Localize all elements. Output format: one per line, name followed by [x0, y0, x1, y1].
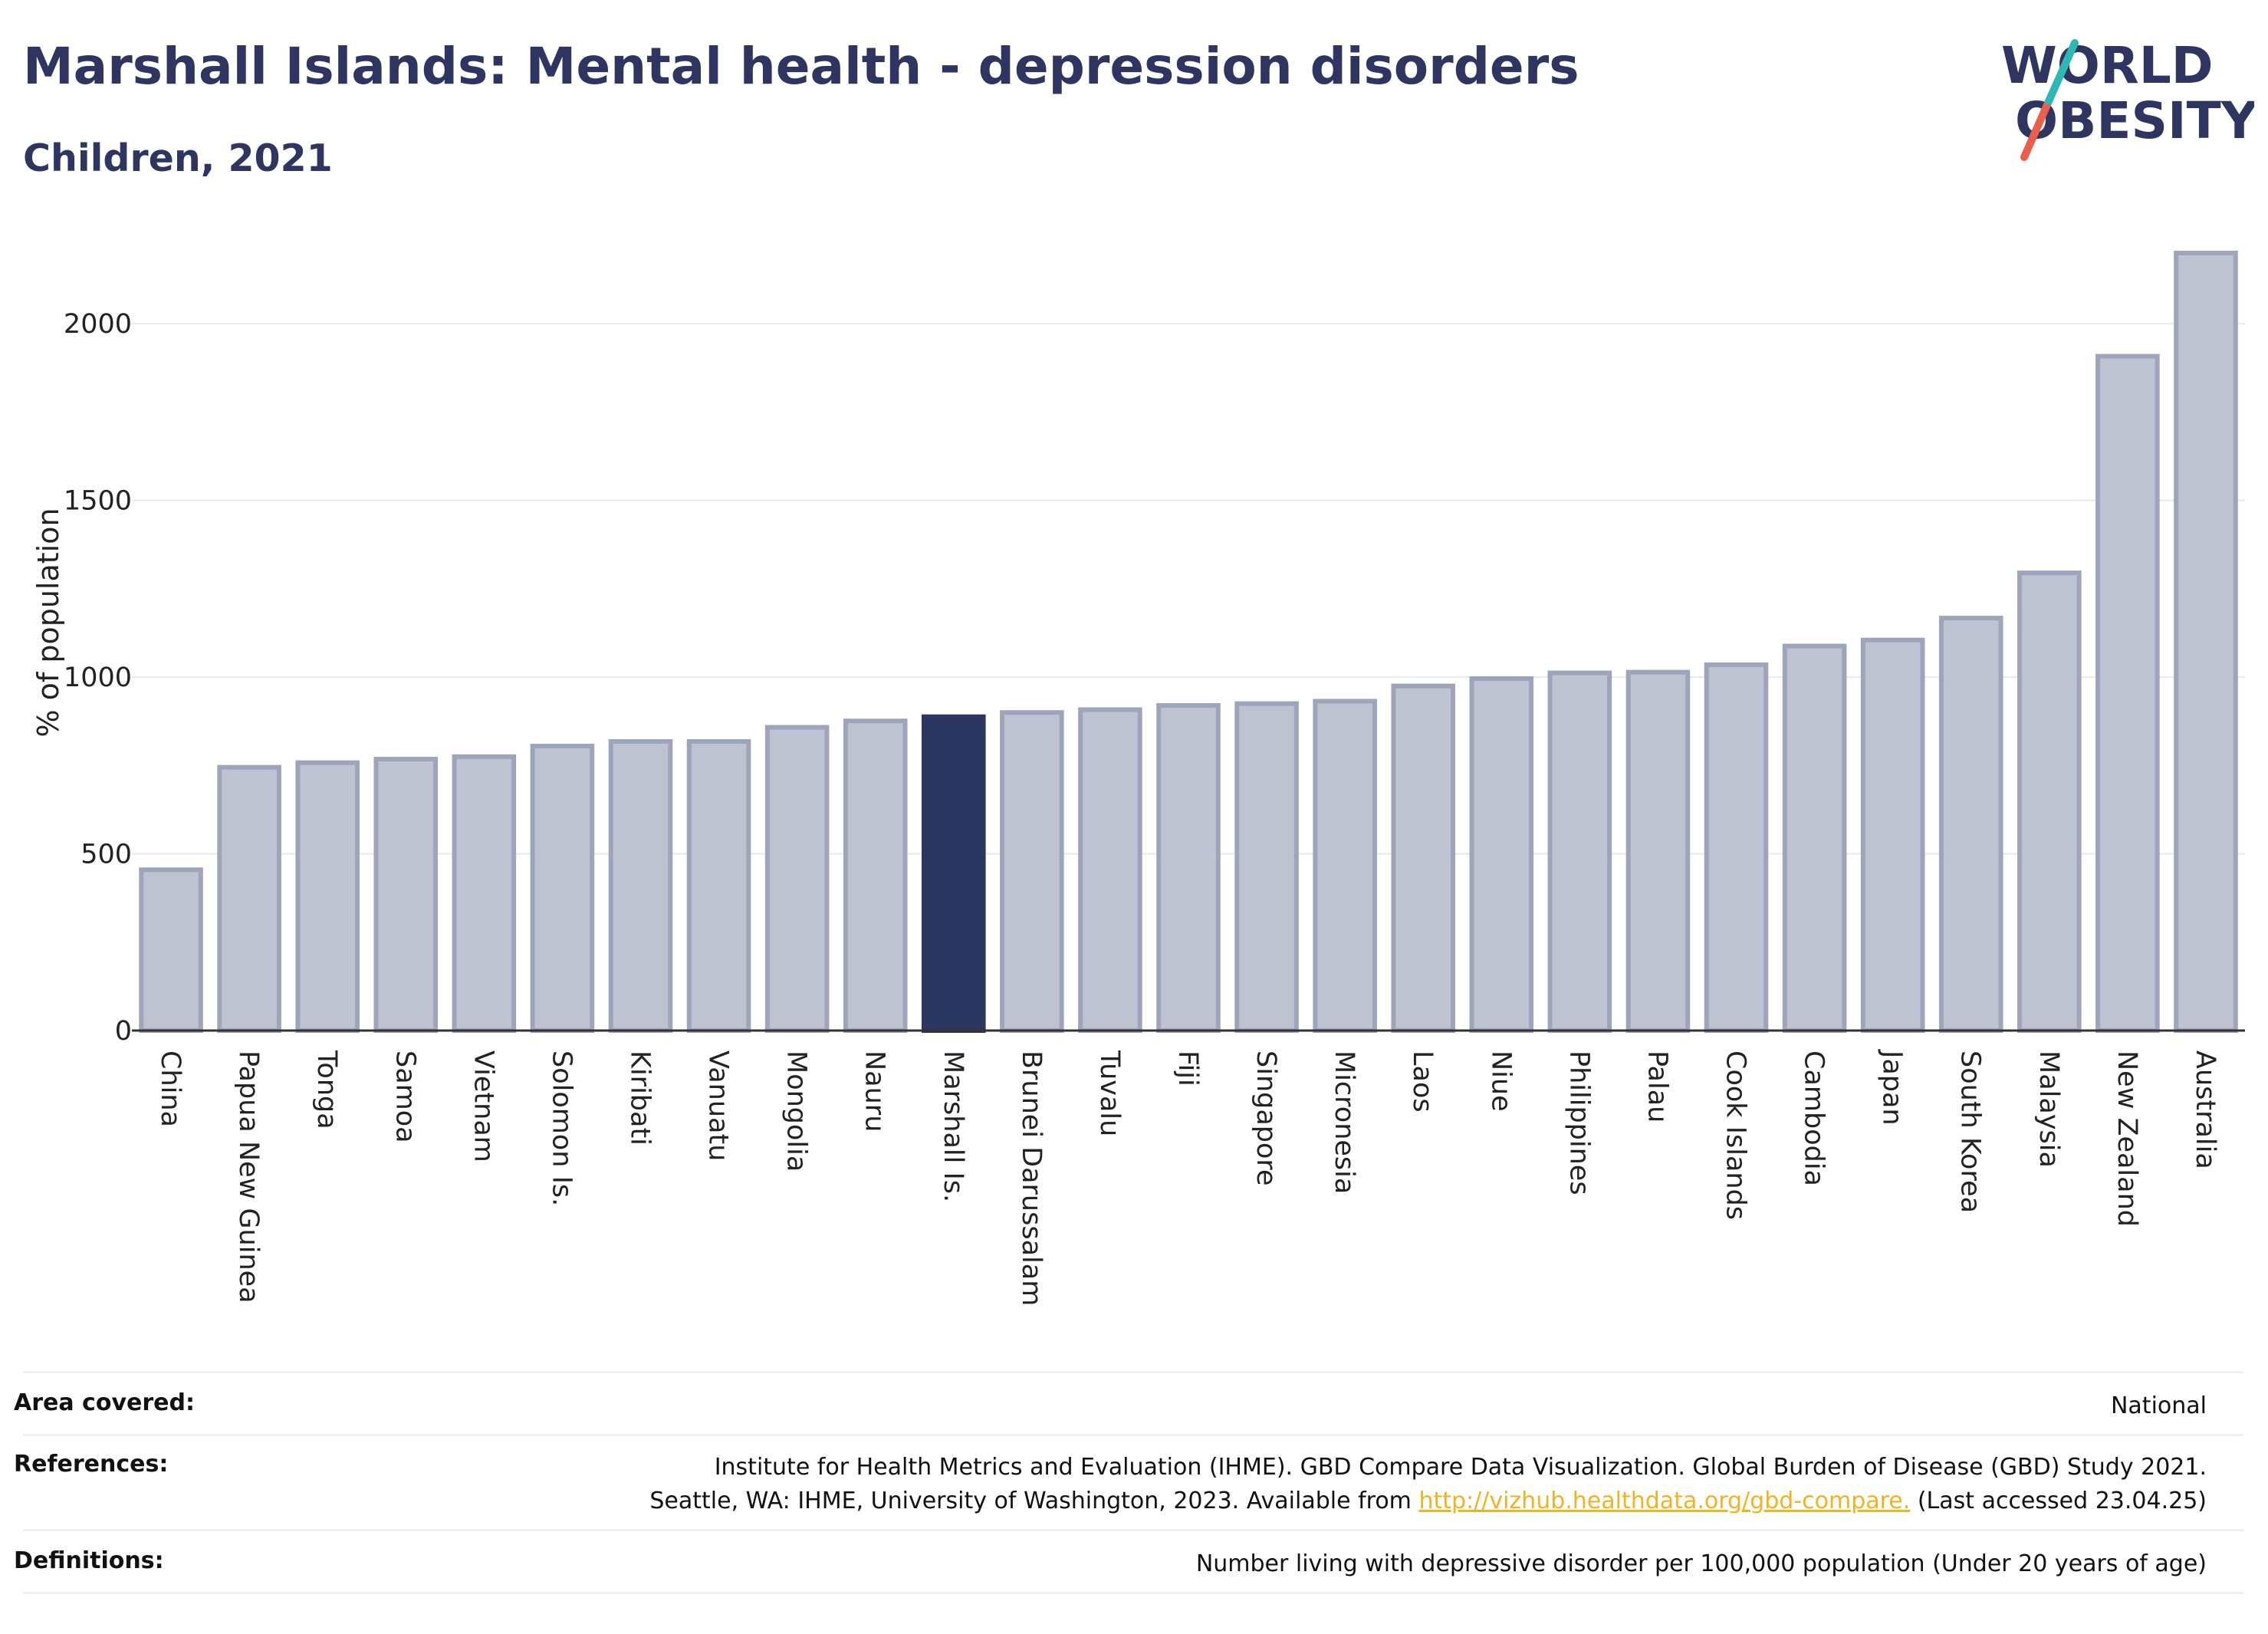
bar-palau: [1625, 669, 1691, 1033]
references-label: References:: [14, 1451, 169, 1478]
references-value: Institute for Health Metrics and Evaluat…: [649, 1451, 2207, 1518]
y-tick-label: 1500: [64, 486, 132, 517]
x-tick-label: Mongolia: [781, 1050, 812, 1172]
x-axis-labels: China Papua New Guinea Tonga Samoa Vietnam So…: [155, 1049, 2220, 1306]
info-divider-1: [23, 1434, 2243, 1436]
y-axis-ticks: 0 500 1000 1500 2000: [64, 309, 132, 1047]
definitions-value: Number living with depressive disorder p…: [1195, 1550, 2207, 1577]
chart-bars: [139, 251, 2238, 1034]
x-tick-label: Samoa: [390, 1050, 420, 1143]
page-title: Marshall Islands: Mental health - depres…: [23, 37, 1579, 96]
x-tick-label: Philippines: [1563, 1050, 1594, 1195]
bar-china: [139, 867, 203, 1034]
x-tick-label: South Korea: [1955, 1050, 1986, 1213]
svg-text:OBESITY: OBESITY: [2015, 91, 2254, 150]
y-tick-label: 1000: [64, 662, 132, 693]
x-tick-label: Laos: [1407, 1050, 1438, 1113]
x-tick-label: Marshall Is.: [938, 1050, 968, 1202]
bar-laos: [1391, 683, 1456, 1033]
world-obesity-logo: WORLD OBESITY: [2001, 38, 2254, 161]
info-divider-top: [23, 1371, 2243, 1373]
bar-niue: [1469, 676, 1534, 1034]
x-tick-label: Cambodia: [1799, 1050, 1829, 1186]
bar-chart: 0 500 1000 1500 2000 China Papua New Guinea To…: [31, 251, 2245, 1306]
bar-vietnam: [452, 754, 517, 1034]
x-tick-label: Australia: [2190, 1050, 2220, 1169]
bar-fiji: [1156, 702, 1221, 1033]
svg-text:WORLD: WORLD: [2001, 38, 2214, 95]
page-subtitle: Children, 2021: [23, 136, 333, 180]
references-line-1: Institute for Health Metrics and Evaluat…: [714, 1454, 2207, 1481]
info-divider-2: [23, 1529, 2243, 1531]
bar-new-zealand: [2095, 353, 2160, 1033]
definitions-label: Definitions:: [14, 1547, 164, 1574]
bar-australia: [2174, 251, 2238, 1033]
bar-japan: [1860, 637, 1925, 1033]
bar-tonga: [295, 760, 360, 1033]
references-link[interactable]: http://vizhub.healthdata.org/gbd-compare…: [1418, 1488, 1911, 1514]
x-tick-label: Tonga: [311, 1050, 342, 1129]
x-tick-label: Kiribati: [624, 1050, 655, 1146]
bar-malaysia: [2017, 570, 2082, 1033]
x-tick-label: Japan: [1877, 1049, 1908, 1126]
x-tick-label: Palau: [1642, 1050, 1672, 1123]
bar-cook-islands: [1704, 662, 1769, 1034]
x-tick-label: Niue: [1485, 1050, 1516, 1112]
info-divider-bottom: [23, 1592, 2243, 1594]
bar-solomon-is: [530, 743, 595, 1034]
bar-kiribati: [608, 738, 673, 1034]
x-tick-label: Cook Islands: [1721, 1050, 1751, 1220]
x-tick-label: Vietnam: [468, 1050, 498, 1162]
y-tick-label: 2000: [64, 309, 132, 340]
x-tick-label: New Zealand: [2112, 1050, 2142, 1227]
references-line-2: Seattle, WA: IHME, University of Washing…: [649, 1488, 2207, 1514]
bar-south-korea: [1938, 616, 2003, 1033]
bar-philippines: [1547, 670, 1612, 1033]
bar-singapore: [1234, 701, 1299, 1034]
bar-samoa: [373, 757, 439, 1033]
bar-tuvalu: [1078, 707, 1142, 1034]
x-tick-label: China: [155, 1050, 186, 1127]
x-tick-label: Tuvalu: [1094, 1050, 1125, 1136]
bar-nauru: [843, 718, 908, 1034]
bar-micronesia: [1313, 699, 1377, 1033]
x-tick-label: Brunei Darussalam: [1016, 1050, 1047, 1306]
bar-mongolia: [764, 725, 830, 1033]
x-tick-label: Nauru: [860, 1050, 890, 1132]
area-value: National: [2110, 1392, 2207, 1419]
bar-vanuatu: [686, 738, 751, 1034]
x-tick-label: Micronesia: [1329, 1050, 1359, 1194]
bar-papua-new-guinea: [217, 764, 281, 1033]
x-tick-label: Solomon Is.: [546, 1050, 577, 1206]
x-tick-label: Fiji: [1172, 1050, 1203, 1087]
x-tick-label: Vanuatu: [703, 1050, 734, 1161]
x-tick-label: Papua New Guinea: [233, 1050, 264, 1304]
bar-marshall-is: [921, 714, 986, 1033]
x-tick-label: Malaysia: [2033, 1050, 2064, 1168]
bar-brunei-darussalam: [1000, 710, 1064, 1033]
bar-cambodia: [1782, 643, 1847, 1033]
y-tick-label: 500: [81, 840, 132, 870]
y-tick-label: 0: [115, 1016, 132, 1047]
x-tick-label: Singapore: [1251, 1050, 1281, 1186]
area-label: Area covered:: [14, 1389, 195, 1416]
y-axis-title: % of population: [31, 508, 65, 737]
